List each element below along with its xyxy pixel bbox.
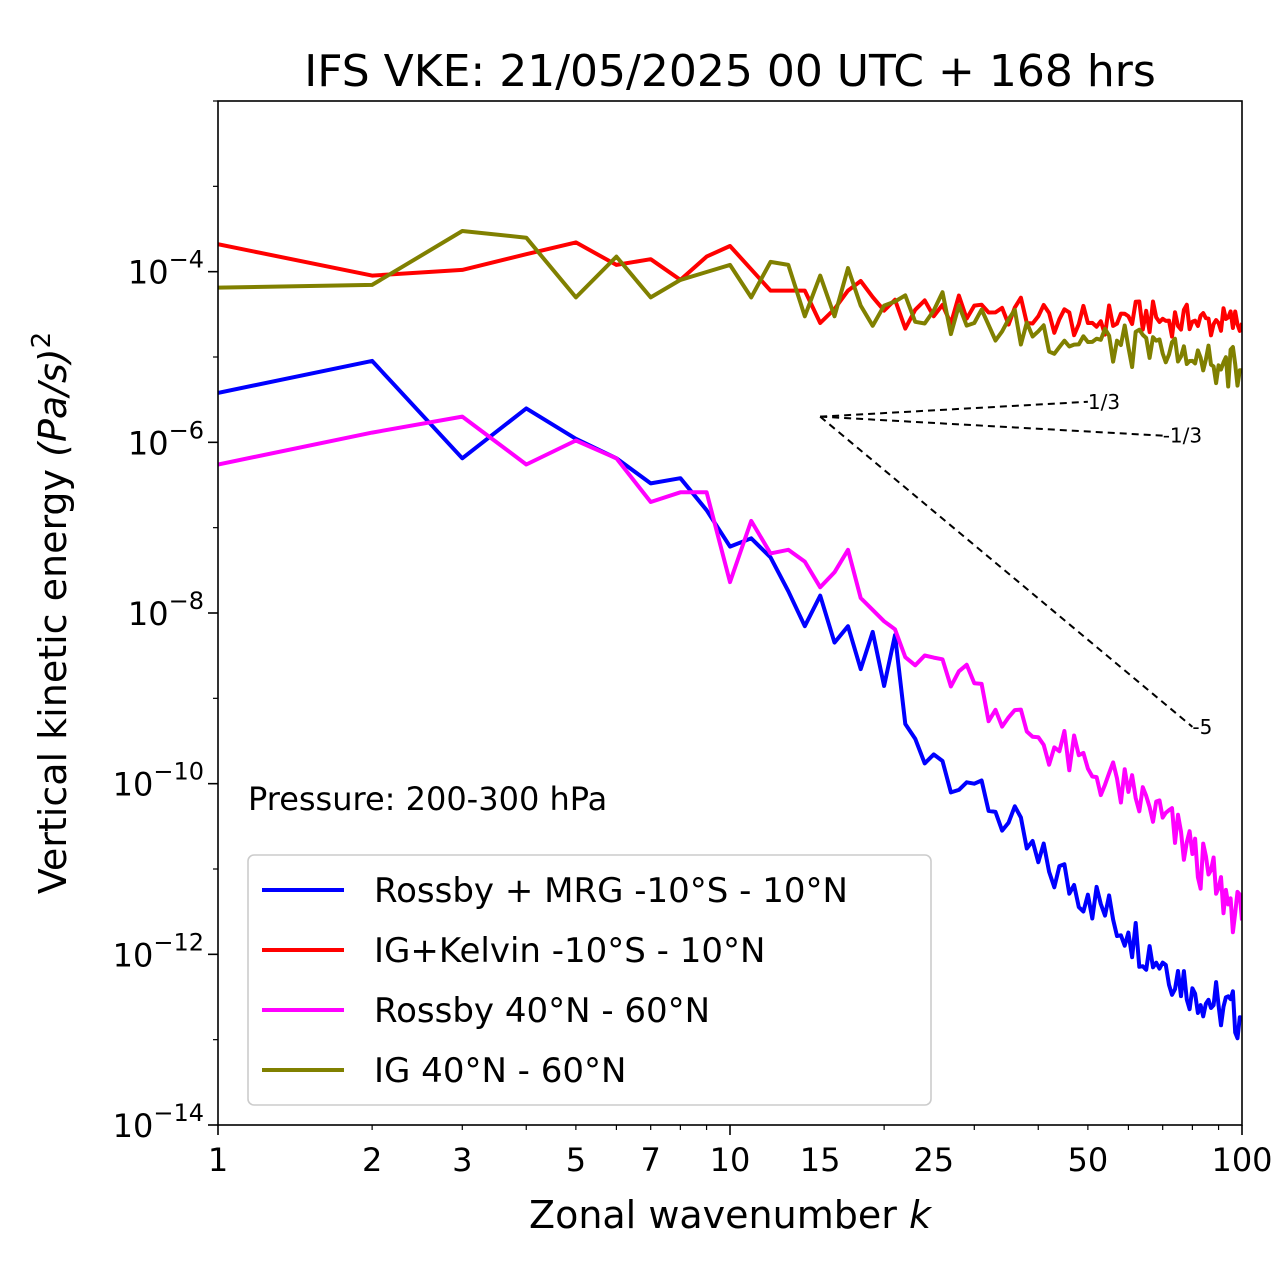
- plot-area: 1/3 -1/3 -5: [217, 100, 1243, 1126]
- x-axis-label-var: k: [909, 1193, 933, 1237]
- reference-slope-line: [820, 400, 1088, 418]
- reference-slope-label: -1/3: [1163, 424, 1202, 448]
- x-tick-label: 15: [800, 1141, 841, 1179]
- reference-slope-line: [819, 415, 1194, 728]
- legend-box: [247, 854, 932, 1106]
- reference-slope-label: 1/3: [1088, 390, 1120, 414]
- y-tick-label: 10−4: [128, 246, 204, 292]
- y-axis-label-exp: 2: [27, 332, 57, 349]
- x-tick-label: 100: [1211, 1141, 1272, 1179]
- x-axis-label: Zonal wavenumber k: [529, 1193, 933, 1237]
- y-axis-label-unit: (Pa/s): [31, 348, 75, 456]
- legend-label: Rossby 40°N - 60°N: [374, 991, 710, 1031]
- y-tick-label: 10−8: [128, 587, 204, 633]
- series-line: [218, 229, 1242, 389]
- y-tick-label: 10−12: [113, 928, 204, 974]
- y-tick-label: 10−10: [113, 758, 204, 804]
- x-tick-label: 50: [1068, 1141, 1109, 1179]
- x-tick-label: 5: [566, 1141, 586, 1179]
- x-tick-label: 2: [362, 1141, 382, 1179]
- reference-slopes: 1/3 -1/3 -5: [819, 390, 1212, 739]
- x-tick-label: 10: [710, 1141, 751, 1179]
- y-axis-label: Vertical kinetic energy (Pa/s)2: [27, 332, 75, 894]
- y-tick-label: 10−14: [113, 1099, 204, 1145]
- x-tick-label: 3: [452, 1141, 472, 1179]
- reference-slope-label: -5: [1192, 715, 1212, 739]
- chart-title: IFS VKE: 21/05/2025 00 UTC + 168 hrs: [304, 46, 1156, 97]
- x-tick-label: 25: [913, 1141, 954, 1179]
- x-axis-label-text: Zonal wavenumber: [529, 1193, 897, 1237]
- legend-label: Rossby + MRG -10°S - 10°N: [374, 871, 848, 911]
- x-axis-ticks: 1 2 3 5 7 10 15 25 50 100: [208, 1125, 1273, 1179]
- legend: Rossby + MRG -10°S - 10°N IG+Kelvin -10°S…: [247, 854, 932, 1106]
- series-layer: [218, 229, 1242, 1041]
- series-line: [218, 358, 1242, 1041]
- y-tick-label: 10−6: [128, 416, 204, 462]
- x-tick-label: 1: [208, 1141, 228, 1179]
- y-axis-label-text: Vertical kinetic energy: [31, 469, 75, 894]
- series-line: [218, 414, 1242, 935]
- legend-label: IG+Kelvin -10°S - 10°N: [374, 931, 765, 971]
- y-axis-ticks: 10−14 10−12 10−10 10−8 10−6 10−4: [113, 100, 218, 1145]
- reference-slope-line: [820, 415, 1163, 437]
- legend-label: IG 40°N - 60°N: [374, 1051, 626, 1091]
- x-tick-label: 7: [641, 1141, 661, 1179]
- pressure-annotation: Pressure: 200-300 hPa: [248, 780, 607, 818]
